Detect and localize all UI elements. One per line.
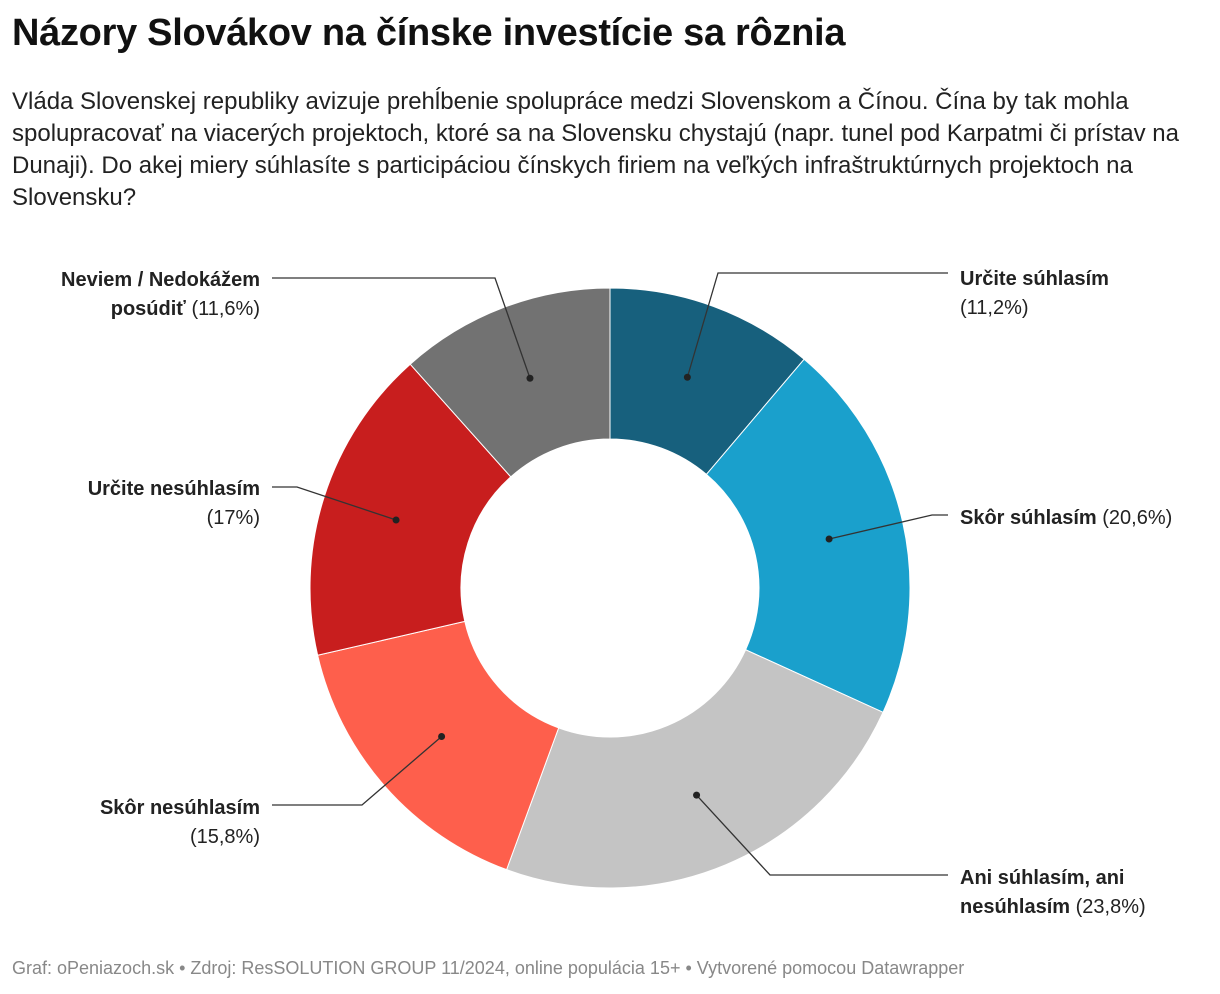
leader-dot-skor-suhlasim — [825, 535, 833, 543]
leader-dot-urcite-suhlasim — [683, 373, 691, 381]
slice-urcite-nesuhlasim[interactable] — [309, 363, 512, 656]
leader-line-ani-suhlasim-ani-nesuhlasim — [696, 794, 948, 876]
chart-footer: Graf: oPeniazoch.sk • Zdroj: ResSOLUTION… — [12, 958, 965, 978]
leader-line-skor-suhlasim — [828, 514, 948, 540]
data-label-skor-suhlasim: Skôr súhlasím (20,6%) — [960, 507, 1172, 529]
data-label-ani-suhlasim-ani-nesuhlasim: Ani súhlasím, ani nesúhlasím (23,8%) — [960, 867, 1146, 918]
leader-dot-neviem-nedokazem-posudit — [526, 374, 534, 382]
slice-skor-suhlasim[interactable] — [705, 358, 911, 713]
slice-skor-nesuhlasim[interactable] — [317, 620, 560, 871]
data-label-urcite-nesuhlasim: Určite nesúhlasím (17%) — [88, 478, 260, 529]
data-label-skor-nesuhlasim: Skôr nesúhlasím (15,8%) — [100, 797, 260, 848]
chart-title: Názory Slovákov na čínske investície sa … — [12, 12, 846, 54]
leader-dot-skor-nesuhlasim — [438, 732, 446, 740]
slice-ani-suhlasim-ani-nesuhlasim[interactable] — [505, 649, 884, 889]
data-label-neviem-nedokazem-posudit: Neviem / Nedokážem posúdiť (11,6%) — [61, 269, 260, 320]
data-label-urcite-suhlasim: Určite súhlasím (11,2%) — [960, 268, 1109, 319]
leader-line-urcite-nesuhlasim — [272, 486, 397, 521]
leader-line-neviem-nedokazem-posudit — [272, 277, 531, 379]
leader-line-urcite-suhlasim — [686, 272, 948, 378]
chart-subtitle: Vláda Slovenskej republiky avizuje prehĺ… — [12, 88, 1179, 211]
slice-neviem-nedokazem-posudit[interactable] — [409, 287, 611, 478]
leader-line-skor-nesuhlasim — [272, 735, 443, 806]
leader-dot-ani-suhlasim-ani-nesuhlasim — [693, 791, 701, 799]
leader-dot-urcite-nesuhlasim — [392, 516, 400, 524]
